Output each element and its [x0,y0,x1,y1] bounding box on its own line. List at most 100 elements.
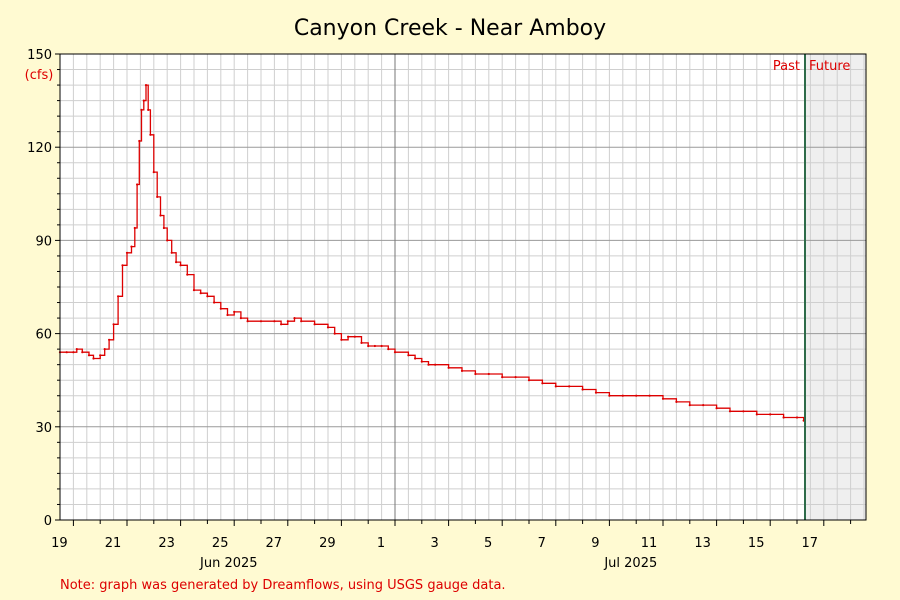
x-tick-label: 13 [694,536,711,551]
chart-title: Canyon Creek - Near Amboy [294,16,606,41]
flow-data-point [213,301,216,304]
flow-data-point [675,400,678,403]
flow-data-point [138,139,141,143]
flow-data-point [554,385,557,388]
x-tick-label: 15 [748,536,765,551]
flow-data-point [170,251,173,254]
flow-data-point [715,407,718,410]
x-tick-label: 17 [802,536,819,551]
future-label: Future [809,59,850,74]
flow-data-point [81,351,84,354]
flow-data-point [121,264,124,267]
flow-data-point [166,239,169,242]
flow-data-point [661,397,665,400]
x-tick-label: 27 [266,536,283,551]
flow-data-point [300,320,303,323]
x-tick-label: 21 [105,536,122,551]
flow-data-point [259,320,263,323]
flow-data-point [447,366,450,369]
x-tick-label: 19 [51,536,68,551]
flow-data-point [130,245,133,248]
flow-data-point [487,372,490,376]
flow-data-point [103,348,106,351]
flow-data-point [373,344,376,348]
flow-data-point [144,84,148,87]
y-tick-label: 30 [35,421,52,436]
x-tick-label: 1 [377,536,385,551]
month-label: Jul 2025 [603,556,657,571]
x-tick-label: 25 [212,536,229,551]
flow-data-point [407,354,410,357]
flow-data-point [340,338,343,341]
flow-data-point [514,376,517,379]
flow-data-point [87,354,91,357]
flow-data-point [149,133,152,136]
flow-data-point [156,195,159,198]
x-tick-label: 7 [538,536,546,551]
flow-data-point [648,394,651,397]
flow-data-point [608,394,611,397]
flow-data-point [147,108,150,111]
flow-data-point [226,313,229,317]
flow-data-point [72,351,75,354]
x-tick-label: 11 [641,536,658,551]
flow-data-point [527,379,531,382]
past-label: Past [773,59,800,74]
flow-data-point [233,310,236,313]
flow-data-point [621,394,624,397]
flow-data-point [702,404,705,407]
flow-data-point [136,183,139,186]
flow-data-point [175,261,178,264]
flow-data-point [117,295,120,298]
x-tick-label: 3 [430,536,438,551]
flow-data-point [380,344,383,348]
flow-data-point [728,410,732,413]
flow-data-point [420,360,423,363]
flow-data-point [782,416,785,419]
flow-data-point [333,332,336,335]
flow-data-point [142,99,145,102]
flow-data-point [742,410,745,413]
flow-data-point [360,341,363,344]
flow-data-point [206,295,209,298]
flow-data-point [474,372,477,376]
y-axis-unit-label: (cfs) [25,68,54,83]
flow-data-point [755,413,758,416]
flow-data-point [219,307,222,310]
y-tick-label: 150 [27,48,52,63]
flow-data-point [179,264,182,267]
flow-data-point [152,171,155,174]
flow-data-point [186,273,189,276]
y-tick-label: 60 [35,328,52,343]
flow-data-point [795,416,799,419]
flow-data-point [112,323,115,326]
month-label: Jun 2025 [199,556,258,571]
flow-data-point [427,363,430,366]
flow-data-point [65,351,68,354]
flow-data-point [541,382,544,385]
y-tick-label: 0 [44,514,52,529]
flow-data-point [75,348,78,351]
flow-data-point [313,323,316,326]
flow-data-point [347,335,350,338]
flow-data-point [99,354,102,357]
flow-data-point [293,317,296,320]
flow-data-point [133,226,136,230]
flow-data-point [581,388,584,391]
flow-data-point [434,363,437,366]
flow-data-point [501,376,504,379]
flow-data-point [140,108,143,111]
flow-data-point [635,394,638,397]
flow-data-point [393,351,397,354]
flow-data-point [125,251,129,254]
flow-data-point [199,292,202,295]
flow-data-point [159,214,162,217]
flow-data-point [353,335,356,338]
x-tick-label: 9 [591,536,599,551]
flow-data-point [246,320,249,323]
flow-data-point [162,226,165,230]
y-tick-label: 90 [35,234,52,249]
flow-data-point [108,338,111,341]
